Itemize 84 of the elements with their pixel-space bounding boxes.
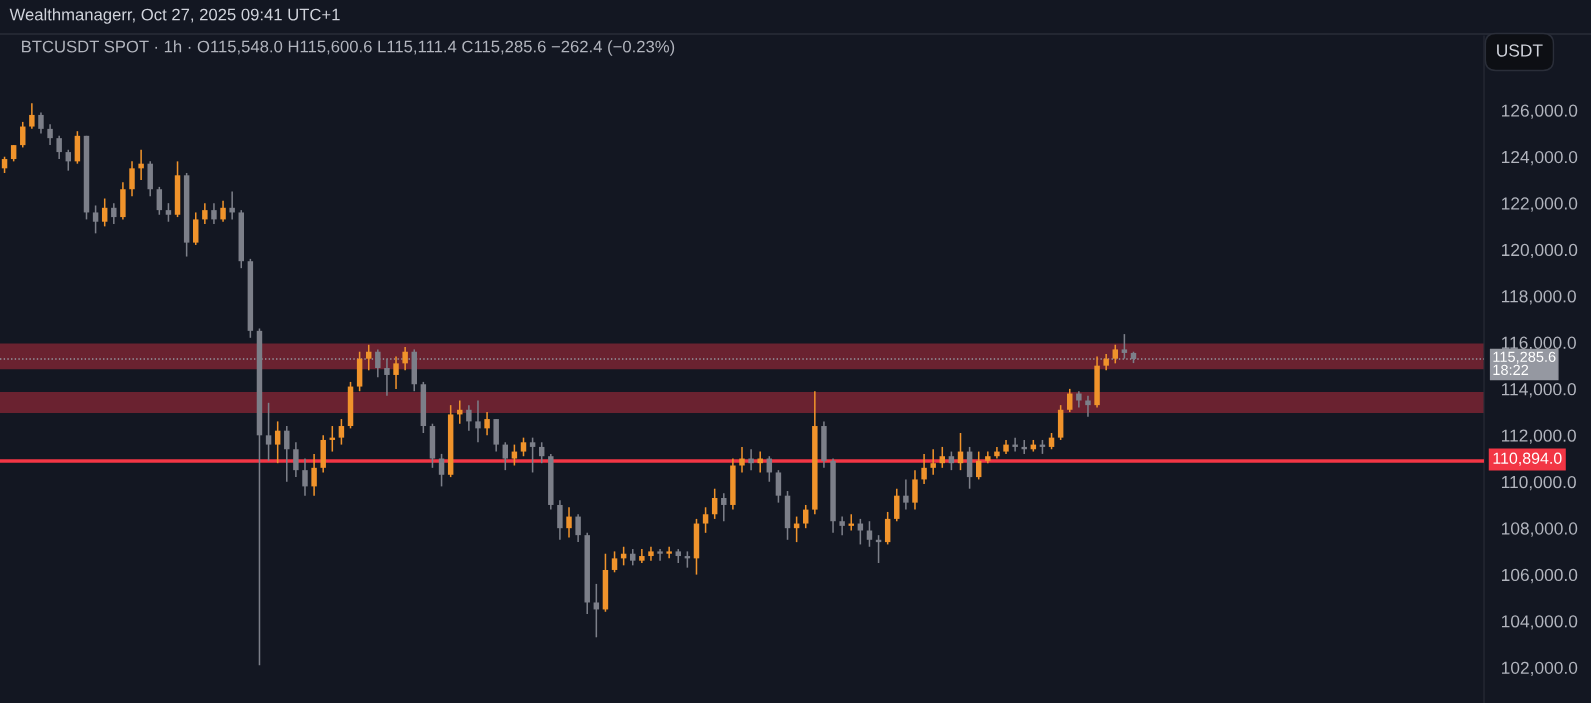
candlestick	[193, 211, 199, 246]
candlestick	[721, 492, 727, 522]
candlestick	[265, 402, 272, 462]
candlestick	[29, 102, 35, 130]
candlestick	[739, 446, 745, 474]
candlestick	[611, 550, 618, 574]
y-tick-label: 104,000.0	[1501, 615, 1578, 630]
candlestick	[284, 425, 290, 483]
candlestick	[438, 453, 445, 488]
candlestick	[912, 469, 918, 511]
y-tick-label: 118,000.0	[1501, 290, 1576, 305]
y-tick-label: 122,000.0	[1501, 197, 1578, 212]
candlestick	[903, 478, 909, 511]
candlestick	[1085, 395, 1091, 418]
candlestick	[466, 404, 472, 432]
candlestick	[338, 418, 345, 446]
candlestick	[1067, 388, 1073, 413]
candlestick	[402, 346, 408, 372]
candlestick	[111, 202, 117, 225]
candlestick	[365, 344, 372, 372]
candlestick	[975, 450, 982, 481]
candlestick	[894, 487, 900, 522]
chart-title: BTCUSDT SPOT · 1h · O115,548.0 H115,600.6 L115,111.4 C115,285.6 −262.4 (−0.23%)	[22, 40, 675, 56]
candlestick	[1112, 344, 1119, 365]
candlestick	[484, 411, 490, 437]
y-tick-label: 108,000.0	[1501, 522, 1578, 537]
y-tick-label: 102,000.0	[1501, 661, 1578, 676]
y-tick-label: 106,000.0	[1501, 568, 1578, 584]
candlestick	[56, 135, 62, 160]
candlestick	[384, 357, 390, 397]
ref-line-label: 115,285.6 18:22	[1493, 351, 1556, 376]
candlestick	[92, 204, 99, 235]
candlestick	[274, 420, 281, 464]
candlestick	[803, 504, 809, 529]
candlestick	[557, 499, 563, 541]
candlestick	[748, 448, 754, 471]
candlestick	[302, 457, 308, 497]
candlestick	[575, 513, 581, 543]
candlestick	[38, 111, 44, 135]
y-tick-label: 126,000.0	[1501, 104, 1578, 119]
candlestick	[921, 453, 927, 485]
candlestick	[711, 487, 718, 520]
candlestick	[375, 348, 381, 379]
candlestick	[1012, 436, 1018, 453]
candlestick	[47, 123, 53, 146]
candlestick	[311, 453, 317, 497]
y-tick-label: 120,000.0	[1501, 243, 1578, 259]
candlestick	[657, 548, 663, 562]
candlestick	[884, 511, 891, 546]
candlestick	[566, 506, 572, 539]
candlestick	[293, 441, 299, 478]
candlestick	[939, 446, 946, 469]
candlestick	[520, 436, 527, 457]
text: Wealthmanagerr, Oct 27, 2025 09:41 UTC+1	[9, 8, 340, 24]
candlestick	[129, 160, 135, 197]
y-tick-label: 124,000.0	[1501, 150, 1578, 166]
candlestick	[156, 186, 163, 216]
y-tick-label: 110,000.0	[1501, 475, 1576, 491]
y-tick-label: 112,000.0	[1501, 429, 1576, 444]
candlestick	[165, 202, 172, 223]
candlestick	[930, 448, 936, 476]
candlestick	[101, 197, 108, 228]
candlestick	[393, 355, 399, 390]
candlestick	[948, 450, 955, 471]
candlestick	[511, 443, 518, 467]
candlestick	[202, 202, 208, 225]
candlestick	[211, 202, 217, 225]
candlestick	[857, 518, 864, 546]
candlestick	[229, 190, 235, 221]
candlestick	[757, 450, 763, 474]
text: USDT	[1497, 44, 1543, 57]
y-tick-label: 114,000.0	[1501, 383, 1576, 398]
candlestick	[475, 399, 481, 444]
candlestick	[775, 469, 782, 504]
ref-line-label: 110,894.0	[1493, 452, 1562, 466]
candlestick	[593, 583, 600, 639]
candlestick	[702, 506, 709, 534]
candlestick	[839, 515, 845, 536]
y-tick-label: 116,000.0	[1501, 336, 1576, 351]
candlestick	[529, 436, 536, 474]
candlestick	[502, 441, 509, 471]
candlestick	[220, 200, 226, 223]
candlestick	[138, 148, 144, 181]
candlestick	[1121, 333, 1128, 360]
